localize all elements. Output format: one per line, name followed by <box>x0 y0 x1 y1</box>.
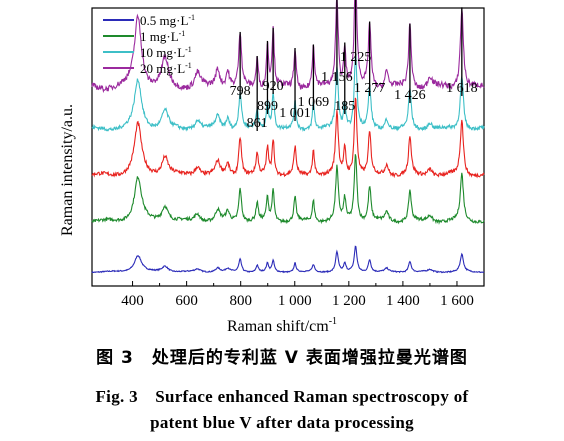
peak-label: 920 <box>263 79 284 94</box>
series-line <box>91 245 485 274</box>
peak-label: 1 618 <box>446 81 478 96</box>
x-axis-label: Raman shift/cm-1 <box>227 316 337 335</box>
x-tick-label: 800 <box>229 293 252 309</box>
series-line <box>91 54 485 132</box>
series-line <box>91 0 485 94</box>
peak-label: 798 <box>230 84 251 99</box>
x-tick-label: 1 200 <box>332 293 366 309</box>
peak-label: 1 426 <box>394 88 426 103</box>
x-tick-label: 1 000 <box>278 293 312 309</box>
legend-entry: 1 mg·L-1 <box>140 29 185 44</box>
series-line <box>91 154 485 225</box>
peak-label: 1 001 <box>279 106 311 121</box>
raman-chart: 400 600 800 1 000 1 200 1 400 1 600 798 861 899 9… <box>59 0 485 335</box>
y-axis-label: Raman intensity/a.u. <box>59 104 76 236</box>
x-tick-label: 400 <box>121 293 144 309</box>
peak-label: 1 277 <box>354 81 386 96</box>
chart-axes: 400 600 800 1 000 1 200 1 400 1 600 <box>91 7 485 309</box>
series-line <box>91 97 485 179</box>
figure-caption-english-line2: patent blue V after data processing <box>150 413 414 432</box>
legend-entry: 20 mg·L-1 <box>140 61 192 76</box>
peak-label: 1 225 <box>340 50 372 65</box>
series-layer <box>91 0 485 274</box>
peak-label: 185 <box>334 99 355 114</box>
plot-frame <box>91 7 485 287</box>
legend-entry: 10 mg·L-1 <box>140 45 192 60</box>
peak-label: 1 156 <box>321 70 353 85</box>
peak-label: 861 <box>247 116 268 131</box>
legend-entry: 0.5 mg·L-1 <box>140 13 195 28</box>
figure-caption-english-line1: Fig. 3 Surface enhanced Raman spectrosco… <box>95 387 469 406</box>
peak-label: 1 069 <box>298 95 330 110</box>
x-tick-label: 600 <box>175 293 198 309</box>
peak-label: 899 <box>257 99 278 114</box>
x-tick-label: 1 600 <box>440 293 474 309</box>
x-tick-label: 1 400 <box>386 293 420 309</box>
legend: 0.5 mg·L-11 mg·L-110 mg·L-120 mg·L-1 <box>103 13 195 76</box>
figure-caption-chinese: 图 3 处理后的专利蓝 V 表面增强拉曼光谱图 <box>96 348 468 368</box>
